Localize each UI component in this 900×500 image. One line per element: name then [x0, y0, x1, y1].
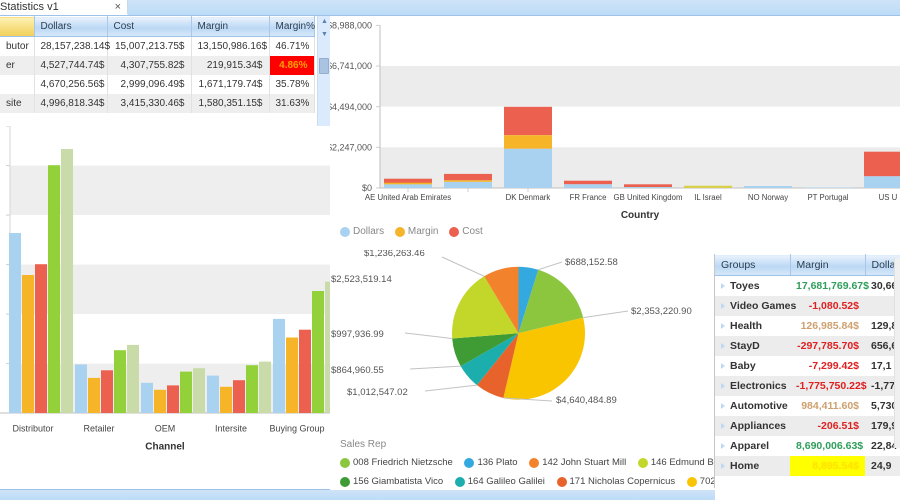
svg-text:$4,640,484.89: $4,640,484.89 [556, 395, 617, 406]
svg-text:DK Denmark: DK Denmark [506, 193, 551, 202]
svg-text:$2,523,519.14: $2,523,519.14 [331, 274, 392, 285]
svg-text:FR France: FR France [570, 193, 607, 202]
svg-text:Retailer: Retailer [83, 423, 114, 433]
svg-text:$864,960.55: $864,960.55 [331, 365, 384, 376]
svg-text:Buying Group: Buying Group [269, 423, 324, 433]
svg-text:Channel: Channel [145, 442, 185, 453]
svg-text:$6,741,000: $6,741,000 [330, 61, 372, 71]
svg-text:Intersite: Intersite [215, 423, 247, 433]
svg-text:$4,494,000: $4,494,000 [330, 102, 372, 112]
svg-text:$1,012,547.02: $1,012,547.02 [347, 387, 408, 398]
svg-text:PT Portugal: PT Portugal [807, 193, 848, 202]
svg-text:NO Norway: NO Norway [748, 193, 788, 202]
svg-text:GB United Kingdom: GB United Kingdom [614, 193, 683, 202]
svg-text:$2,353,220.90: $2,353,220.90 [631, 306, 692, 317]
svg-text:$688,152.58: $688,152.58 [565, 257, 618, 268]
svg-text:Country: Country [621, 210, 660, 221]
svg-text:US U: US U [879, 193, 898, 202]
svg-text:Distributor: Distributor [12, 423, 53, 433]
svg-text:AE United Arab Emirates: AE United Arab Emirates [365, 193, 451, 202]
svg-text:OEM: OEM [155, 423, 176, 433]
svg-text:$0: $0 [362, 183, 372, 193]
svg-text:IL Israel: IL Israel [694, 193, 722, 202]
svg-text:$2,247,000: $2,247,000 [330, 142, 372, 152]
svg-text:$8,988,000: $8,988,000 [330, 21, 372, 31]
svg-text:$997,936.99: $997,936.99 [331, 329, 384, 340]
